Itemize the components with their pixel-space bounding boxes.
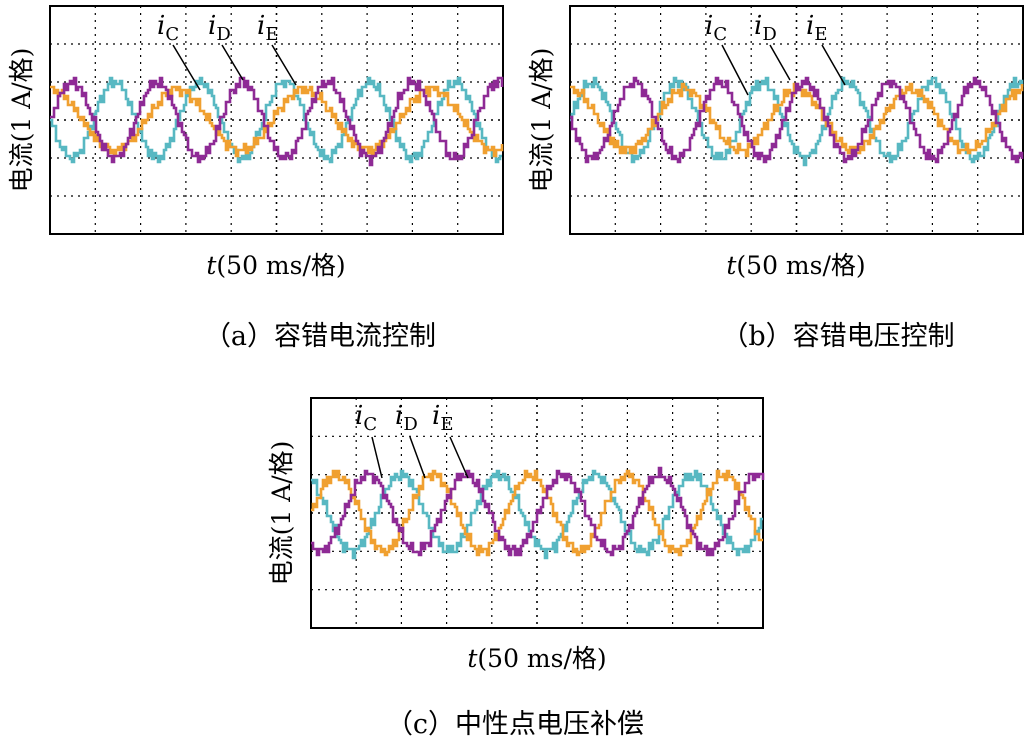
leader-line bbox=[409, 436, 426, 479]
leader-line bbox=[449, 436, 469, 479]
panel-a: iC iD iE 电流(1 A/格) t(50 ms/格) （a）容错电流控制 bbox=[7, 5, 504, 352]
trace-ie bbox=[50, 76, 504, 167]
traces bbox=[50, 76, 504, 167]
leader-line bbox=[721, 44, 749, 96]
leader-line bbox=[371, 436, 383, 479]
trace-label-id: iD bbox=[395, 401, 418, 435]
trace-labels: iC iD iE bbox=[355, 401, 469, 479]
y-axis-label: 电流(1 A/格) bbox=[527, 48, 556, 193]
panel-c: iC iD iE 电流(1 A/格) t(50 ms/格) （c）中性点电压补偿 bbox=[267, 397, 765, 740]
panel-caption: （a）容错电流控制 bbox=[204, 321, 436, 352]
trace-label-ie: iE bbox=[257, 11, 278, 45]
panel-b: iC iD iE 电流(1 A/格) t(50 ms/格) （b）容错电压控制 bbox=[527, 5, 1024, 352]
trace-label-ic: iC bbox=[705, 11, 727, 45]
trace-label-ic: iC bbox=[157, 11, 179, 45]
panel-caption: （c）中性点电压补偿 bbox=[386, 709, 644, 740]
trace-ie bbox=[311, 466, 765, 557]
leader-line bbox=[769, 44, 791, 81]
traces bbox=[311, 466, 765, 560]
trace-ic bbox=[311, 469, 763, 560]
leader-line bbox=[271, 44, 297, 86]
trace-ic bbox=[570, 76, 1024, 167]
trace-labels: iC iD iE bbox=[157, 11, 297, 91]
x-axis-label: t(50 ms/格) bbox=[726, 251, 865, 280]
leader-line bbox=[821, 44, 846, 86]
y-axis-label: 电流(1 A/格) bbox=[267, 441, 296, 586]
panel-caption: （b）容错电压控制 bbox=[721, 321, 954, 352]
trace-ic bbox=[50, 76, 502, 164]
trace-ie bbox=[570, 76, 1024, 164]
trace-label-ic: iC bbox=[355, 401, 377, 435]
trace-labels: iC iD iE bbox=[705, 11, 846, 96]
y-axis-label: 电流(1 A/格) bbox=[7, 48, 36, 193]
leader-line bbox=[172, 44, 201, 91]
trace-label-ie: iE bbox=[432, 401, 453, 435]
x-axis-label: t(50 ms/格) bbox=[467, 644, 606, 673]
trace-id bbox=[311, 469, 763, 557]
trace-label-ie: iE bbox=[806, 11, 827, 45]
trace-label-id: iD bbox=[208, 11, 231, 45]
x-axis-label: t(50 ms/格) bbox=[206, 251, 345, 280]
traces bbox=[570, 76, 1024, 167]
leader-line bbox=[221, 44, 244, 81]
trace-label-id: iD bbox=[754, 11, 777, 45]
